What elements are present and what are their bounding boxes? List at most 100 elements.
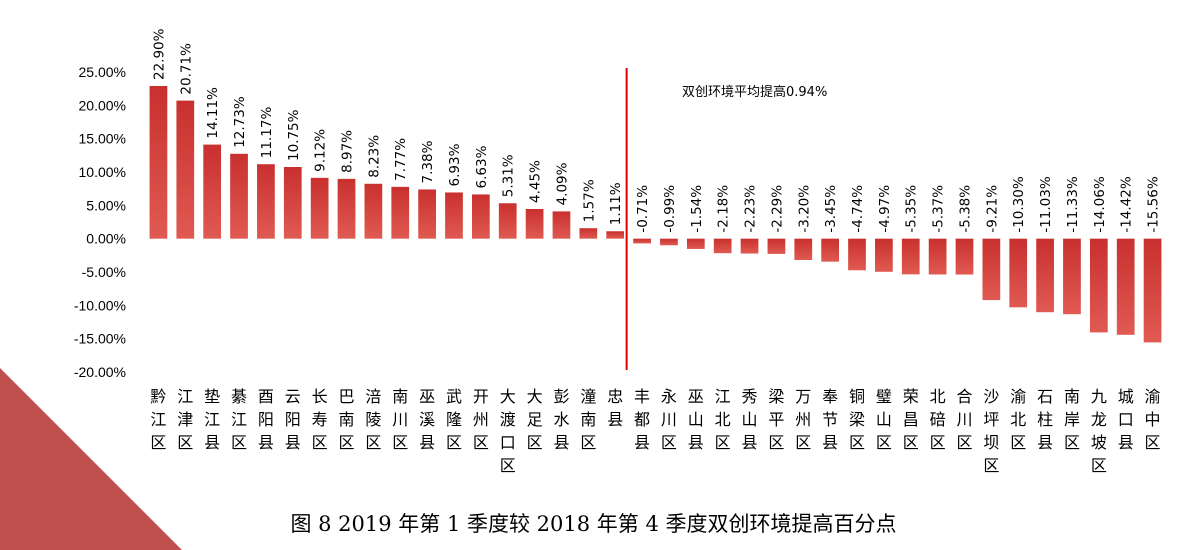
data-label: 7.77% [393,138,409,181]
bar [660,238,678,246]
category-label: 丰都县 [634,387,650,452]
category-label: 黔江区 [150,387,166,452]
category-label: 大渡口区 [500,387,516,475]
category-label: 巫山县 [688,387,704,452]
bar [149,86,168,239]
bar [310,177,329,239]
bar [606,231,625,239]
category-label: 彭水县 [553,387,569,452]
category-label: 永川区 [661,387,677,452]
data-label: -3.20% [796,185,812,233]
corner-decoration-triangle [0,368,182,550]
data-label: -1.54% [689,185,705,233]
category-label: 秀山县 [742,387,758,452]
data-label: 1.11% [608,182,624,225]
data-label: -15.56% [1146,176,1162,233]
bar [1009,238,1028,308]
category-label: 开州区 [473,387,489,452]
bars [149,86,1162,343]
bar [1089,238,1108,333]
category-label: 巫溪县 [419,387,435,452]
data-label: 6.63% [474,145,490,188]
data-label: 9.12% [313,129,329,172]
bar [821,238,840,262]
bar [955,238,974,275]
data-label: -4.74% [850,185,866,233]
y-tick-label: 15.00% [79,131,126,147]
category-label: 涪陵区 [365,387,381,452]
bar [364,183,383,239]
y-tick-label: -5.00% [82,264,126,280]
data-label: -14.06% [1092,176,1108,233]
category-label: 梁平区 [768,387,784,452]
bar [1036,238,1054,313]
y-tick-label: 10.00% [79,164,126,180]
y-tick-label: 25.00% [79,64,126,80]
data-label: 1.57% [581,179,597,222]
data-label: -0.71% [635,185,651,233]
y-axis: 25.00% 20.00% 15.00% 10.00% 5.00% 0.00% -5.00%… [74,64,126,380]
data-label: -2.18% [716,185,732,233]
bar [740,238,759,254]
bar [901,238,920,275]
category-label: 璧山区 [876,387,892,452]
category-label: 北碚区 [930,387,946,452]
data-label: -5.35% [904,185,920,233]
category-label: 铜梁区 [849,387,865,452]
bar [982,238,1001,301]
data-label: 10.75% [286,109,302,161]
category-label: 潼南区 [580,387,596,452]
bar [203,144,222,239]
bar [257,164,275,239]
bar [633,238,651,244]
category-label: 渝中区 [1145,387,1161,452]
bar [230,153,248,239]
data-label: 22.90% [151,28,167,80]
bar [391,186,410,239]
category-label: 巴南区 [339,387,355,452]
bar [1063,238,1081,315]
data-label: -0.99% [662,185,678,233]
data-label: -4.97% [877,185,893,233]
y-tick-label: 5.00% [86,197,126,213]
bar [418,189,436,239]
category-label: 沙坪坝区 [983,387,999,475]
category-label: 大足区 [527,387,543,452]
bar [525,209,544,239]
category-label: 武隆区 [446,387,462,452]
bar [552,211,571,239]
category-label: 荣昌区 [903,387,919,452]
category-labels: 黔江区江津区垫江县綦江区酉阳县云阳县长寿区巴南区涪陵区南川区巫溪县武隆区开州区大… [150,387,1160,475]
data-label: -2.29% [769,185,785,233]
y-tick-label: -15.00% [74,331,126,347]
data-label: -11.33% [1065,176,1081,233]
data-label: 11.17% [259,107,275,159]
data-label: -10.30% [1011,176,1027,233]
data-label: -2.23% [743,185,759,233]
bar [767,238,786,254]
bar [713,238,732,254]
data-label: -9.21% [984,185,1000,233]
data-label: -5.37% [931,185,947,233]
category-label: 云阳县 [285,387,301,452]
data-label: 20.71% [178,43,194,95]
category-label: 奉节县 [822,387,838,452]
category-label: 合川区 [956,387,972,452]
data-label: 8.97% [340,130,356,173]
bar [498,203,517,239]
average-annotation: 双创环境平均提高0.94% [682,84,827,100]
data-label: -5.38% [957,185,973,233]
bar [579,228,598,239]
category-label: 忠县 [607,387,623,429]
data-label: 6.93% [447,143,463,186]
y-tick-label: 0.00% [86,231,126,247]
category-label: 南川区 [392,387,408,452]
data-label: -14.42% [1119,176,1135,233]
bar [1143,238,1162,343]
data-label: 14.11% [205,87,221,139]
figure-caption: 图 8 2019 年第 1 季度较 2018 年第 4 季度双创环境提高百分点 [290,512,897,536]
category-label: 九龙坡区 [1091,387,1107,475]
bar [176,100,195,239]
category-label: 垫江县 [204,387,220,452]
